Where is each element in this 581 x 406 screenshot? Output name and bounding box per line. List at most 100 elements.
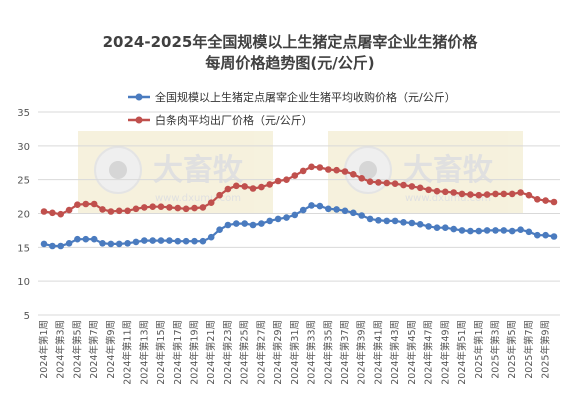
x-tick-label: 2024年第17周 <box>172 320 184 385</box>
series-2-point <box>115 207 123 215</box>
x-tick-label: 2024年第51周 <box>456 320 468 385</box>
series-1-point <box>241 220 248 227</box>
series-2-point <box>375 179 382 186</box>
series-1-point <box>299 206 307 214</box>
series-1-point <box>82 235 90 243</box>
y-tick-label: 5 <box>24 311 30 322</box>
x-tick-label: 2025年第5周 <box>506 320 518 379</box>
x-tick-label: 2025年第1周 <box>473 320 485 379</box>
series-1-point <box>550 233 558 240</box>
legend-item-series-2: 白条肉平均出厂价格（元/公斤） <box>128 113 313 127</box>
series-1-point <box>467 227 474 235</box>
series-2-point <box>82 200 90 208</box>
series-2-point <box>433 187 441 195</box>
series-1-point <box>341 207 349 215</box>
series-2-point <box>400 181 407 189</box>
series-2-point <box>391 180 399 187</box>
series-1-point <box>49 242 56 250</box>
series-1-point <box>442 224 449 231</box>
series-2-point <box>291 172 299 179</box>
series-1-point <box>207 233 215 241</box>
series-1-point <box>391 217 399 225</box>
y-tick-label: 25 <box>17 176 30 187</box>
x-tick-label: 2024年第13周 <box>138 320 150 385</box>
series-2-point <box>258 183 265 191</box>
series-1-point <box>534 231 541 239</box>
series-2-point <box>550 198 558 206</box>
x-tick-label: 2024年第41周 <box>372 320 384 385</box>
y-tick-label: 10 <box>17 277 30 288</box>
series-2-point <box>216 191 223 199</box>
series-2-point <box>40 208 48 215</box>
series-2-point <box>517 189 524 196</box>
series-1-point <box>107 240 115 248</box>
series-2-point <box>416 184 424 192</box>
series-2-point <box>132 205 140 213</box>
x-tick-label: 2024年第29周 <box>272 320 284 385</box>
series-2-point <box>525 191 533 199</box>
series-1-point <box>500 227 508 234</box>
series-1-point <box>182 237 190 245</box>
series-2-point <box>149 203 156 210</box>
series-2-point <box>107 208 115 215</box>
series-2-point <box>492 190 499 198</box>
series-1-point <box>90 235 98 243</box>
series-1-point <box>57 242 64 250</box>
x-tick-label: 2025年第9周 <box>540 320 552 379</box>
series-2-point <box>450 189 458 196</box>
series-2-point <box>534 196 541 203</box>
x-tick-label: 2024年第47周 <box>423 320 435 385</box>
series-2-point <box>458 190 466 198</box>
x-tick-label: 2024年第3周 <box>55 320 67 379</box>
series-2-point <box>157 203 165 210</box>
x-tick-label: 2025年第7周 <box>523 320 535 379</box>
series-2-point <box>383 179 391 187</box>
x-tick-label: 2024年第39周 <box>356 320 368 385</box>
series-1-point <box>249 221 257 229</box>
series-1-point <box>433 224 441 231</box>
x-tick-label: 2024年第27周 <box>255 320 267 385</box>
series-2-point <box>483 191 491 198</box>
y-tick-label: 35 <box>17 108 30 119</box>
series-1-point <box>65 240 73 247</box>
series-2-point <box>191 204 198 212</box>
series-1-point <box>325 205 332 213</box>
series-1-point <box>425 223 432 230</box>
y-tick-label: 30 <box>17 142 30 153</box>
series-2-point <box>299 167 307 175</box>
series-2-point <box>57 210 64 218</box>
series-1-point <box>258 220 265 227</box>
legend-label-series-1: 全国规模以上生猪定点屠宰企业生猪平均收购价格（元/公斤） <box>155 90 456 104</box>
y-tick-label: 20 <box>17 210 30 221</box>
series-2-point <box>233 182 240 190</box>
series-1-point <box>408 219 416 227</box>
y-axis: 5 10 15 20 25 30 35 <box>17 108 30 322</box>
x-tick-label: 2024年第5周 <box>71 320 83 379</box>
series-2-point <box>358 175 366 182</box>
series-2-point <box>274 177 282 185</box>
x-tick-label: 2024年第19周 <box>188 320 200 385</box>
x-tick-label: 2024年第11周 <box>122 320 134 385</box>
x-tick-label: 2024年第37周 <box>339 320 351 385</box>
series-2-point <box>182 205 190 213</box>
watermark-left-url: www.dxumu.com <box>155 193 241 204</box>
series-2-point <box>74 201 81 208</box>
legend-item-series-1: 全国规模以上生猪定点屠宰企业生猪平均收购价格（元/公斤） <box>128 90 456 104</box>
series-1-point <box>74 235 81 243</box>
series-1-point <box>308 202 315 209</box>
series-1-point <box>542 231 549 239</box>
series-1-point <box>99 240 106 247</box>
series-1-point <box>316 202 324 210</box>
series-2-point <box>442 188 449 196</box>
series-2-point <box>283 176 290 183</box>
legend: 全国规模以上生猪定点屠宰企业生猪平均收购价格（元/公斤） 白条肉平均出厂价格（元… <box>128 90 456 127</box>
series-1-point <box>174 237 182 245</box>
series-2-point <box>166 204 173 211</box>
series-1-point <box>199 237 207 245</box>
x-tick-label: 2024年第21周 <box>205 320 217 385</box>
series-2-point <box>325 166 332 173</box>
series-2-point <box>199 204 207 211</box>
series-2-point <box>174 204 182 212</box>
series-1-point <box>375 217 382 224</box>
series-1-point <box>333 206 340 213</box>
